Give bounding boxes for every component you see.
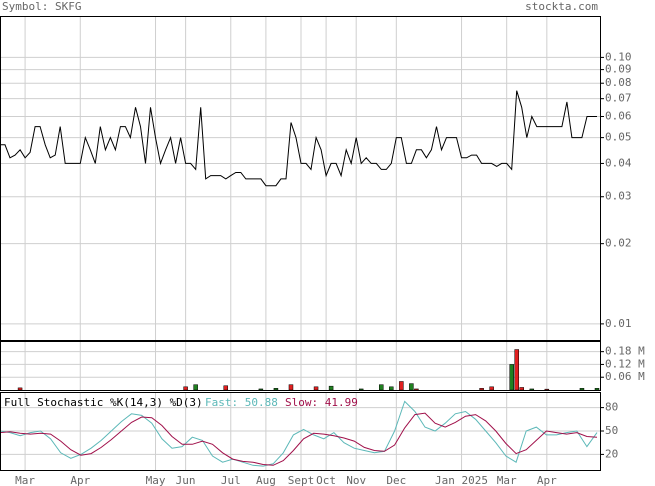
legend-slow: Slow: 41.99 <box>285 396 358 409</box>
volume-bar <box>328 385 334 391</box>
volume-bar <box>17 387 23 391</box>
y-tick-label: 0.02 <box>605 237 632 250</box>
y-tick-label: 0.08 <box>605 76 632 89</box>
y-tick-label: 0.06 <box>605 110 632 123</box>
x-tick-label: Sept <box>288 474 315 486</box>
volume-bar <box>489 386 494 391</box>
volume-bar <box>258 388 264 391</box>
y-tick-label: 0.07 <box>605 92 632 105</box>
volume-bar <box>509 364 514 391</box>
x-tick-label: Apr <box>70 474 90 486</box>
x-tick-label: Nov <box>346 474 366 486</box>
y-tick-label: 0.03 <box>605 190 632 203</box>
x-tick-label: Mar <box>497 474 517 486</box>
volume-bar <box>273 388 279 391</box>
volume-bar <box>529 388 535 391</box>
volume-bar <box>479 388 484 391</box>
site-label: stockta.com <box>525 0 598 13</box>
y-tick-label: 50 <box>605 424 618 437</box>
y-tick-label: 0.18 M <box>605 345 645 358</box>
y-tick-label: 0.05 <box>605 131 632 144</box>
volume-bar <box>399 381 404 391</box>
volume-bar <box>223 385 229 391</box>
legend-fast: Fast: 50.88 <box>205 396 278 409</box>
y-tick-label: 0.12 M <box>605 357 645 370</box>
y-tick-label: 80 <box>605 401 618 414</box>
y-tick-label: 0.01 <box>605 317 632 330</box>
volume-bar <box>288 384 294 391</box>
x-tick-label: Jul <box>221 474 241 486</box>
y-tick-label: 0.04 <box>605 156 632 169</box>
volume-bar <box>183 386 188 391</box>
stoch-line <box>0 412 598 466</box>
volume-bar <box>193 384 198 391</box>
volume-bar <box>594 388 600 391</box>
x-tick-label: Mar <box>15 474 35 486</box>
x-tick-label: Jun <box>176 474 196 486</box>
volume-bar <box>579 388 585 391</box>
x-tick-label: Aug <box>256 474 276 486</box>
y-tick-label: 0.09 <box>605 63 632 76</box>
panel-frame <box>0 392 601 471</box>
x-tick-label: Jan 2025 <box>435 474 488 486</box>
y-tick-label: 0.10 <box>605 50 632 63</box>
volume-bar <box>379 384 384 391</box>
volume-bar <box>409 383 414 391</box>
volume-bar <box>389 386 394 391</box>
price-line <box>0 90 597 187</box>
panel-frame <box>0 16 601 341</box>
x-tick-label: Apr <box>537 474 557 486</box>
x-tick-label: Dec <box>386 474 406 486</box>
x-tick-label: Oct <box>316 474 336 486</box>
volume-bar <box>313 386 319 391</box>
panel-frame <box>0 341 601 391</box>
volume-bar <box>414 388 419 391</box>
y-tick-label: 20 <box>605 447 618 460</box>
stoch-line <box>0 400 598 467</box>
x-tick-label: May <box>146 474 166 486</box>
symbol-label: Symbol: SKFG <box>2 0 81 13</box>
y-tick-label: 0.06 M <box>605 370 645 383</box>
volume-bar <box>358 388 364 391</box>
stoch-title: Full Stochastic %K(14,3) %D(3) <box>4 396 203 409</box>
volume-bar <box>514 349 519 391</box>
volume-bar <box>544 388 550 391</box>
volume-bar <box>519 387 524 391</box>
